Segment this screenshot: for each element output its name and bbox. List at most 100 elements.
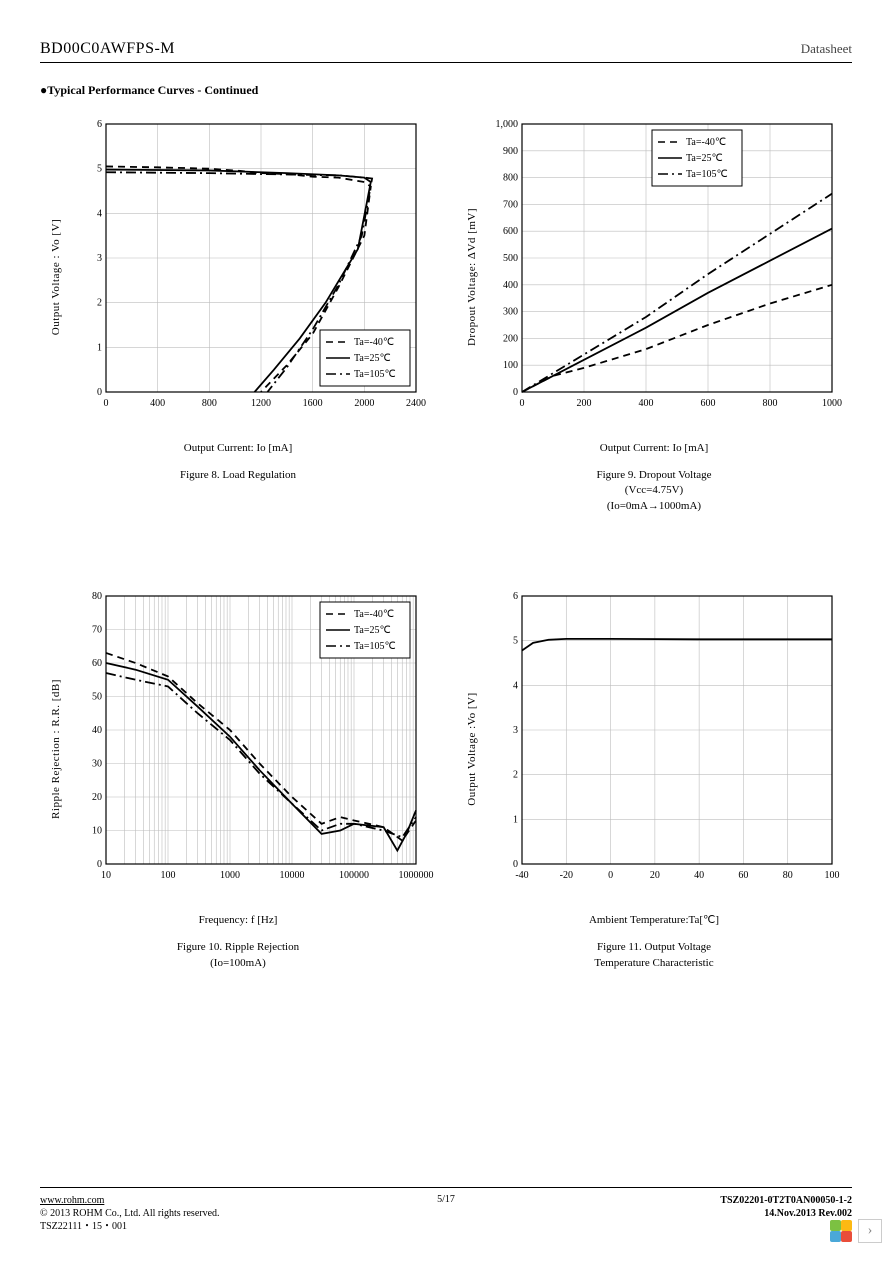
figure-8: Output Voltage : Vo [V] 0 400 800 1200 1600 2… (40, 122, 436, 514)
fig9-ylabel: Dropout Voltage: ΔVd [mV] (466, 208, 478, 346)
section-title: ●Typical Performance Curves - Continued (40, 83, 852, 98)
svg-text:100: 100 (825, 870, 840, 881)
svg-text:10: 10 (92, 826, 102, 837)
svg-text:2000: 2000 (354, 398, 374, 409)
svg-text:0: 0 (520, 398, 525, 409)
fig11-ylabel: Output Voltage :Vo [V] (466, 692, 478, 805)
svg-text:Ta=-40℃: Ta=-40℃ (354, 609, 394, 620)
svg-text:30: 30 (92, 759, 102, 770)
fig10-plot: 1010010001000010000010000000102030405060… (98, 594, 418, 884)
fig10-xlabel: Frequency: f [Hz] (199, 914, 278, 926)
svg-text:5: 5 (513, 636, 518, 647)
svg-text:400: 400 (639, 398, 654, 409)
svg-text:-40: -40 (515, 870, 528, 881)
svg-text:100: 100 (503, 360, 518, 371)
svg-text:-20: -20 (560, 870, 573, 881)
svg-text:600: 600 (503, 226, 518, 237)
svg-text:400: 400 (150, 398, 165, 409)
page-header: BD00C0AWFPS-M Datasheet (40, 40, 852, 63)
svg-text:5: 5 (97, 164, 102, 175)
svg-text:900: 900 (503, 146, 518, 157)
fig9-xlabel: Output Current: Io [mA] (600, 442, 708, 454)
svg-text:0: 0 (513, 387, 518, 398)
svg-text:100: 100 (161, 870, 176, 881)
svg-text:70: 70 (92, 625, 102, 636)
svg-text:10000: 10000 (280, 870, 305, 881)
svg-text:2: 2 (97, 298, 102, 309)
fig11-xlabel: Ambient Temperature:Ta[℃] (589, 913, 719, 926)
svg-text:6: 6 (97, 119, 102, 130)
svg-text:1600: 1600 (303, 398, 323, 409)
svg-text:400: 400 (503, 280, 518, 291)
svg-text:4: 4 (513, 681, 518, 692)
next-page-button[interactable]: › (858, 1219, 882, 1243)
footer-url: www.rohm.com (40, 1194, 437, 1207)
svg-text:Ta=-40℃: Ta=-40℃ (354, 337, 394, 348)
svg-text:800: 800 (503, 173, 518, 184)
svg-text:6: 6 (513, 591, 518, 602)
svg-text:1200: 1200 (251, 398, 271, 409)
svg-text:0: 0 (608, 870, 613, 881)
svg-text:3: 3 (513, 725, 518, 736)
svg-text:2: 2 (513, 770, 518, 781)
figure-9: Dropout Voltage: ΔVd [mV] 0 200 400 600 800 1… (456, 122, 852, 514)
svg-text:40: 40 (92, 725, 102, 736)
fig8-plot: 040080012001600200024000123456Ta=-40℃Ta=… (98, 122, 418, 412)
svg-text:0: 0 (97, 387, 102, 398)
svg-text:100000: 100000 (339, 870, 369, 881)
svg-text:Ta=105℃: Ta=105℃ (686, 169, 728, 180)
fig11-caption: Figure 11. Output VoltageTemperature Cha… (594, 940, 713, 971)
fig8-ylabel: Output Voltage : Vo [V] (50, 219, 62, 335)
svg-text:1: 1 (513, 815, 518, 826)
svg-text:60: 60 (92, 658, 102, 669)
svg-text:800: 800 (202, 398, 217, 409)
svg-text:0: 0 (97, 859, 102, 870)
svg-text:0: 0 (104, 398, 109, 409)
fig11-plot: -40-200204060801000123456 (514, 594, 834, 884)
footer-date-rev: 14.Nov.2013 Rev.002 (455, 1207, 852, 1220)
svg-text:60: 60 (738, 870, 748, 881)
svg-text:Ta=105℃: Ta=105℃ (354, 641, 396, 652)
svg-text:200: 200 (577, 398, 592, 409)
footer-page: 5/17 (437, 1194, 455, 1205)
figure-10: Ripple Rejection : R.R. [dB] 10100100010… (40, 594, 436, 971)
svg-text:80: 80 (92, 591, 102, 602)
fig8-xlabel: Output Current: Io [mA] (184, 442, 292, 454)
svg-text:200: 200 (503, 333, 518, 344)
svg-text:50: 50 (92, 692, 102, 703)
svg-text:700: 700 (503, 199, 518, 210)
svg-text:800: 800 (763, 398, 778, 409)
fig9-plot: 0200400600800100001002003004005006007008… (514, 122, 834, 412)
svg-text:300: 300 (503, 307, 518, 318)
svg-text:500: 500 (503, 253, 518, 264)
svg-text:20: 20 (92, 792, 102, 803)
footer-code: TSZ22111・15・001 (40, 1220, 437, 1233)
svg-text:4: 4 (97, 208, 102, 219)
svg-text:20: 20 (650, 870, 660, 881)
svg-text:Ta=105℃: Ta=105℃ (354, 369, 396, 380)
fig9-caption: Figure 9. Dropout Voltage(Vcc=4.75V)(Io=… (596, 468, 711, 514)
svg-text:80: 80 (783, 870, 793, 881)
figure-11: Output Voltage :Vo [V] -40-2002040608010… (456, 594, 852, 971)
svg-text:0: 0 (513, 859, 518, 870)
svg-text:Ta=25℃: Ta=25℃ (686, 153, 723, 164)
nav-controls: › (830, 1219, 882, 1243)
svg-text:Ta=-40℃: Ta=-40℃ (686, 137, 726, 148)
section-title-text: Typical Performance Curves - Continued (47, 83, 258, 97)
svg-text:3: 3 (97, 253, 102, 264)
svg-text:Ta=25℃: Ta=25℃ (354, 625, 391, 636)
footer-doc-no: TSZ02201-0T2T0AN00050-1-2 (455, 1194, 852, 1207)
brand-logo-icon (830, 1220, 852, 1242)
doc-type: Datasheet (801, 41, 852, 57)
svg-text:1000: 1000 (822, 398, 842, 409)
charts-grid: Output Voltage : Vo [V] 0400800120016002… (40, 122, 852, 971)
svg-text:1000: 1000 (220, 870, 240, 881)
svg-text:1: 1 (97, 342, 102, 353)
svg-text:600: 600 (701, 398, 716, 409)
svg-text:1,000: 1,000 (496, 119, 519, 130)
part-number: BD00C0AWFPS-M (40, 40, 175, 58)
svg-text:1000000: 1000000 (399, 870, 434, 881)
svg-text:10: 10 (101, 870, 111, 881)
footer-copyright: © 2013 ROHM Co., Ltd. All rights reserve… (40, 1207, 437, 1220)
svg-text:2400: 2400 (406, 398, 426, 409)
